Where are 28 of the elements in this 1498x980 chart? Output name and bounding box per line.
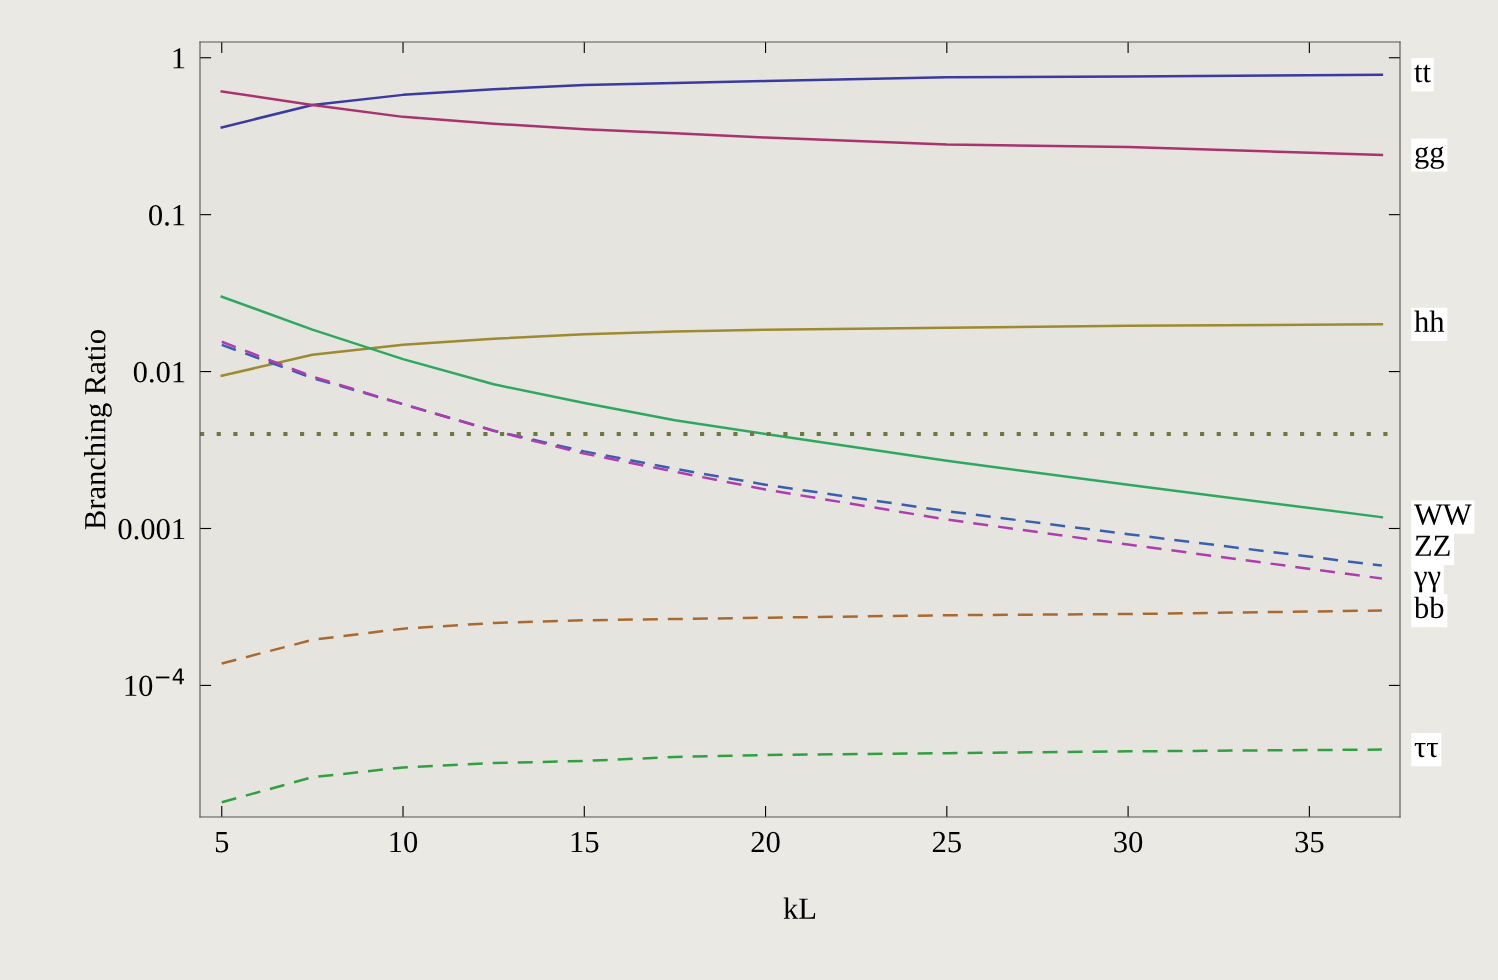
line-series — [220, 748, 1384, 804]
x-tick-label: 25 — [932, 831, 961, 853]
series-label: gg — [1415, 146, 1444, 169]
line-series — [220, 295, 1384, 519]
y-tick-label: 0.001 — [118, 518, 185, 540]
line-series — [220, 90, 1384, 157]
x-tick-label: 20 — [751, 831, 780, 853]
x-tick-label: 35 — [1295, 831, 1324, 853]
series-label: hh — [1414, 310, 1445, 332]
x-tick-label: 5 — [215, 832, 229, 853]
series-label: γγ — [1413, 571, 1441, 593]
x-tick-label: 10 — [390, 831, 418, 853]
y-tick-label: 0.1 — [149, 204, 185, 226]
y-axis-title: Branching Ratio — [84, 330, 112, 530]
line-series — [220, 323, 1384, 378]
series-label: WW — [1414, 504, 1472, 526]
line-series — [220, 609, 1384, 665]
y-tick-label: 1 — [173, 48, 185, 69]
x-axis-title: kL — [783, 897, 816, 919]
y-tick-label: 10$^{−4}$ — [125, 668, 185, 697]
line-series — [220, 73, 1384, 129]
x-tick-label: 30 — [1114, 831, 1143, 853]
y-tick-label: 0.01 — [133, 361, 185, 383]
x-tick-label: 15 — [571, 831, 599, 853]
series-label: tt — [1414, 64, 1431, 83]
series-label: bb — [1414, 596, 1444, 619]
series-label: ZZ — [1415, 535, 1450, 556]
series-label: ττ — [1414, 742, 1438, 758]
